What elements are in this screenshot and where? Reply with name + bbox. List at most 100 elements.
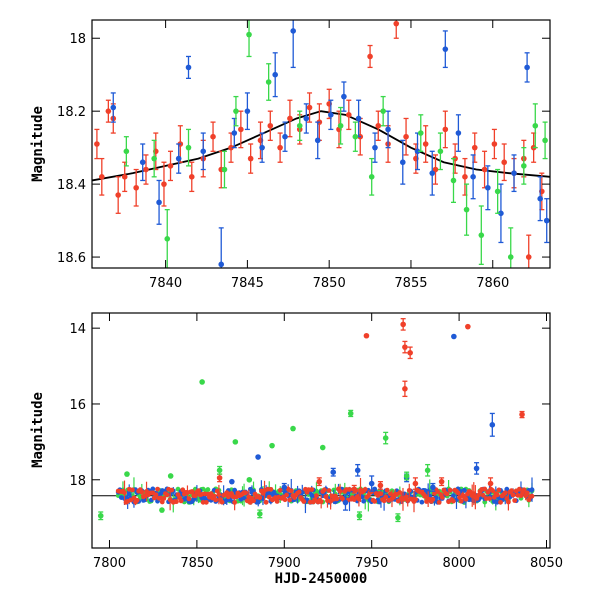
top-point-blue [272, 71, 279, 78]
top-point-blue [524, 64, 530, 71]
bottom-point-green [290, 425, 296, 432]
bottom-band-point-red [169, 487, 175, 493]
top-point-red [306, 104, 313, 111]
bottom-point-green [216, 467, 223, 474]
bottom-band-point-blue [241, 495, 247, 501]
bottom-band-point-red [288, 488, 294, 494]
bottom-band-point-red [196, 488, 201, 494]
bottom-band-point-red [164, 492, 170, 498]
bottom-point-red [519, 411, 525, 418]
bottom-band-point-red [395, 498, 401, 504]
bottom-point-red [400, 321, 406, 328]
bottom-point-blue [489, 422, 496, 428]
top-point-red [432, 166, 439, 173]
top-point-red [94, 141, 100, 147]
top-point-blue [314, 137, 321, 144]
bottom-band-point-red [334, 496, 340, 502]
bottom-point-blue [473, 465, 480, 472]
bottom-band-point-red [219, 499, 225, 505]
bottom-band-point-red [494, 492, 500, 498]
bottom-point-red [407, 349, 413, 356]
bottom-band-point-red [155, 486, 160, 492]
top-point-blue [429, 170, 436, 176]
bottom-band-point-red [347, 487, 352, 492]
top-point-red [367, 53, 373, 60]
top-point-red [188, 174, 195, 180]
top-point-blue [156, 199, 162, 206]
top-point-green [450, 177, 457, 184]
bottom-band-point-red [430, 496, 436, 502]
top-y-tick-label: 18 [69, 32, 86, 47]
bottom-band-point-red [384, 487, 390, 493]
top-point-blue [355, 115, 362, 122]
bottom-band-point-red [301, 499, 307, 504]
top-point-red [346, 112, 352, 118]
top-point-blue [341, 93, 347, 100]
top-x-tick-label: 7840 [149, 276, 182, 291]
bottom-band-point-red [287, 497, 293, 503]
top-point-blue [244, 108, 251, 114]
bottom-point-red [363, 332, 370, 339]
top-point-blue [543, 217, 550, 224]
top-point-blue [139, 159, 146, 166]
top-x-tick-label: 7855 [394, 276, 427, 291]
bottom-band-point-red [510, 492, 516, 498]
top-point-blue [200, 148, 207, 155]
top-point-green [542, 137, 548, 144]
bottom-band-point-red [463, 496, 469, 502]
bottom-point-green [257, 511, 263, 517]
bottom-point-red [465, 323, 471, 330]
top-point-blue [511, 170, 517, 176]
bottom-point-blue [430, 484, 436, 491]
bottom-band-point-red [413, 497, 418, 502]
bottom-point-green [395, 514, 401, 521]
bottom-band-point-red [517, 486, 522, 492]
top-point-green [337, 122, 344, 129]
top-point-green [151, 155, 157, 162]
top-plot-frame [91, 19, 551, 269]
bottom-point-green [167, 473, 174, 479]
bottom-band-point-blue [150, 486, 156, 492]
bottom-x-tick-label: 8050 [530, 556, 563, 571]
bottom-x-tick-label: 7850 [180, 556, 213, 571]
bottom-y-tick-label: 14 [69, 322, 86, 337]
bottom-point-blue [354, 467, 361, 474]
bottom-band-point-red [153, 492, 159, 498]
bottom-point-green [356, 512, 363, 519]
top-point-blue [485, 184, 491, 191]
bottom-panel: 7800 7850 7900 7950 8000 8050 14 16 18 Magnitude… [30, 312, 563, 587]
bottom-band-point-red [512, 498, 518, 503]
top-point-red [462, 174, 468, 180]
top-point-green [437, 148, 444, 155]
bottom-band-point-red [502, 490, 508, 496]
top-point-green [123, 148, 130, 155]
bottom-band-point-red [521, 487, 527, 493]
bottom-band-point-red [447, 487, 453, 493]
top-point-green [478, 232, 485, 238]
top-point-red [471, 144, 478, 151]
bottom-band-point-red [213, 497, 219, 503]
top-point-red [115, 192, 121, 198]
bottom-band-point-red [263, 499, 269, 505]
top-panel: 7840 7845 7850 7855 7860 18 18.2 18.4 18.6 Magni… [30, 19, 551, 291]
bottom-band-point-red [203, 499, 209, 505]
top-y-tick-label: 18.2 [57, 105, 86, 120]
bottom-point-blue [330, 469, 337, 475]
bottom-point-red [402, 344, 408, 350]
bottom-x-tick-label: 7800 [93, 556, 126, 571]
top-point-blue [328, 112, 334, 118]
top-point-red [210, 133, 216, 140]
top-point-red [375, 122, 382, 129]
top-point-red [228, 144, 234, 151]
top-point-blue [372, 144, 378, 151]
bottom-band-point-red [351, 497, 357, 502]
bottom-band-point-red [509, 488, 514, 494]
bottom-band-point-red [268, 486, 274, 492]
top-point-green [352, 133, 359, 140]
bottom-band-point-blue [419, 499, 425, 505]
bottom-point-green [382, 435, 389, 441]
top-point-red [422, 141, 429, 147]
bottom-band-point-red [161, 495, 167, 501]
top-point-green [296, 122, 303, 129]
